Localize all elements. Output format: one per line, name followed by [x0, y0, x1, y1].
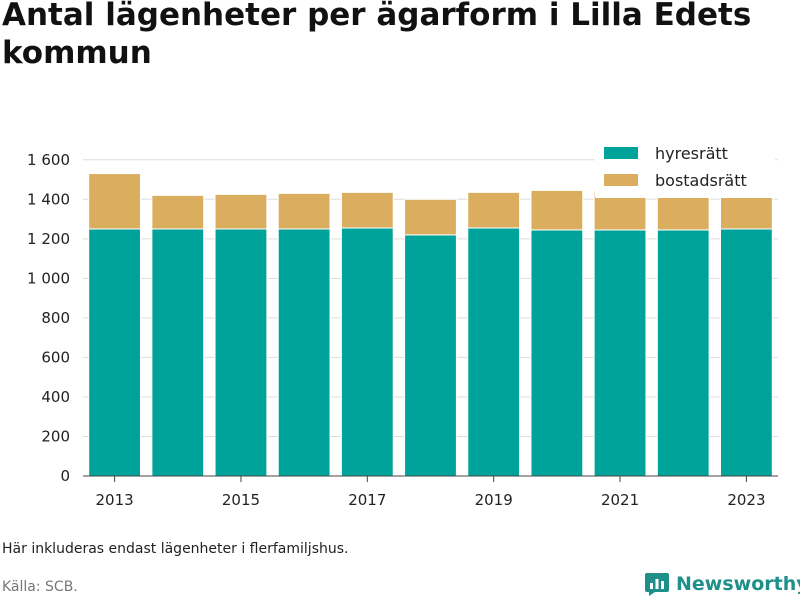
y-tick-label: 200	[41, 427, 70, 445]
x-tick-label: 2023	[727, 491, 765, 509]
y-tick-label: 1 600	[27, 151, 70, 169]
bar-hyresratt-2019[interactable]	[467, 227, 521, 477]
x-tick-label: 2015	[222, 491, 260, 509]
bar-bostadsratt-2015[interactable]	[214, 193, 268, 230]
bar-bostadsratt-2019[interactable]	[467, 191, 521, 229]
y-tick-label: 600	[41, 348, 70, 366]
bar-hyresratt-2017[interactable]	[340, 227, 394, 477]
bar-bostadsratt-2017[interactable]	[340, 191, 394, 229]
bar-hyresratt-2020[interactable]	[530, 229, 584, 477]
y-tick-label: 400	[41, 388, 70, 406]
legend: hyresrätt bostadsrätt	[595, 140, 775, 198]
newsworthy-logo[interactable]: Newsworthy	[644, 568, 800, 600]
legend-label-bostadsratt: bostadsrätt	[655, 171, 747, 190]
legend-swatch-bostadsratt	[604, 174, 638, 186]
bar-hyresratt-2016[interactable]	[277, 228, 331, 477]
bar-hyresratt-2021[interactable]	[593, 229, 647, 477]
newsworthy-logo-text: Newsworthy	[676, 573, 800, 595]
bar-bostadsratt-2014[interactable]	[151, 194, 205, 230]
x-tick-label: 2013	[95, 491, 133, 509]
x-tick-label: 2019	[475, 491, 513, 509]
x-tick-label: 2017	[348, 491, 386, 509]
bar-hyresratt-2018[interactable]	[404, 234, 457, 477]
bar-bostadsratt-2020[interactable]	[530, 189, 584, 231]
y-tick-label: 1 200	[27, 230, 70, 248]
bar-hyresratt-2022[interactable]	[656, 229, 710, 477]
legend-background	[595, 140, 775, 198]
bars	[88, 173, 773, 477]
x-axis-ticks: 2013 2015 2017 2019 2021 2023	[95, 476, 766, 509]
newsworthy-logo-icon	[645, 573, 669, 596]
bar-hyresratt-2013[interactable]	[88, 228, 141, 477]
y-tick-label: 0	[60, 467, 70, 485]
y-tick-label: 1 400	[27, 190, 70, 208]
bar-bostadsratt-2018[interactable]	[404, 198, 457, 236]
source-label: Källa: SCB.	[2, 579, 78, 595]
bar-bostadsratt-2016[interactable]	[277, 192, 331, 230]
bar-hyresratt-2023[interactable]	[720, 228, 773, 477]
x-tick-label: 2021	[601, 491, 639, 509]
y-tick-label: 1 000	[27, 269, 70, 287]
footnote: Här inkluderas endast lägenheter i flerf…	[2, 541, 349, 557]
y-axis-tick-labels: 0 200 400 600 800 1 000 1 200 1 400 1 600	[27, 151, 70, 485]
y-tick-label: 800	[41, 309, 70, 327]
chart-title: Antal lägenheter per ägarform i Lilla Ed…	[2, 0, 752, 71]
bar-hyresratt-2015[interactable]	[214, 228, 268, 477]
legend-label-hyresratt: hyresrätt	[655, 144, 728, 163]
legend-swatch-hyresratt	[604, 147, 638, 159]
bar-bostadsratt-2013[interactable]	[88, 173, 141, 230]
bar-hyresratt-2014[interactable]	[151, 228, 205, 477]
